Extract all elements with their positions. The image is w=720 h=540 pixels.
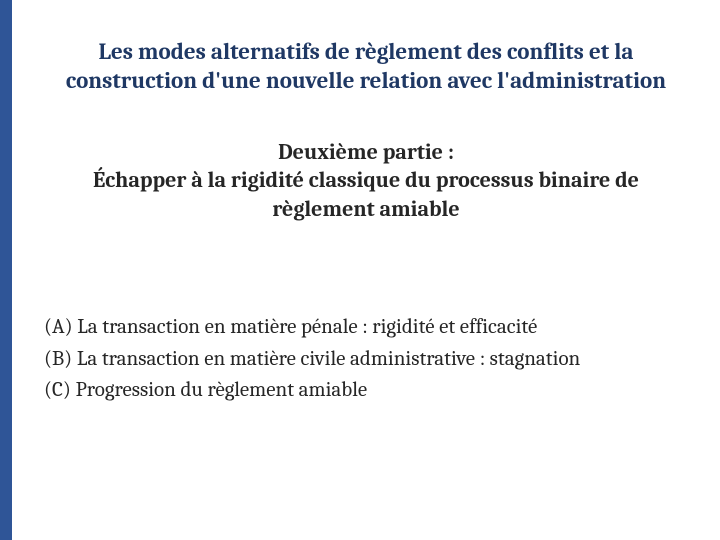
outline-marker: (A) bbox=[44, 315, 73, 339]
outline-item-b: (B) La transaction en matière civile adm… bbox=[44, 345, 692, 374]
subtitle-line-1: Deuxième partie : bbox=[278, 139, 454, 165]
accent-sidebar bbox=[0, 0, 12, 540]
outline-item-c: (C) Progression du règlement amiable bbox=[44, 376, 692, 405]
outline-item-a: (A) La transaction en matière pénale : r… bbox=[44, 313, 692, 342]
slide-body: Les modes alternatifs de règlement des c… bbox=[12, 0, 720, 540]
outline-text: La transaction en matière civile adminis… bbox=[77, 347, 580, 371]
outline-text: La transaction en matière pénale : rigid… bbox=[77, 315, 537, 339]
outline-list: (A) La transaction en matière pénale : r… bbox=[40, 313, 692, 405]
subtitle-line-2: Échapper à la rigidité classique du proc… bbox=[93, 167, 639, 222]
outline-marker: (B) bbox=[44, 347, 72, 371]
slide-subtitle: Deuxième partie : Échapper à la rigidité… bbox=[40, 138, 692, 224]
outline-text: Progression du règlement amiable bbox=[76, 378, 368, 402]
slide-title: Les modes alternatifs de règlement des c… bbox=[40, 38, 692, 96]
outline-marker: (C) bbox=[44, 378, 71, 402]
